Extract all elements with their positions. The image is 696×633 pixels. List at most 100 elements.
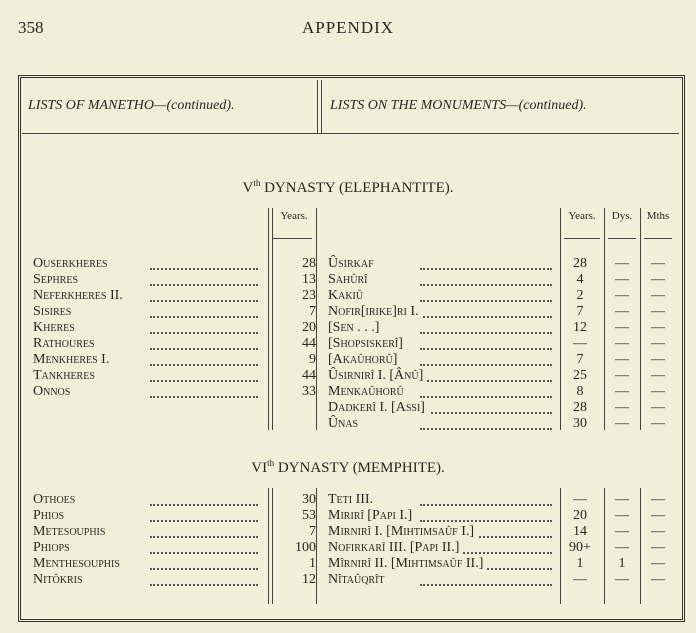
leader-dots (420, 552, 552, 554)
reign-years: 23 (302, 288, 316, 303)
reign-years: 25 (573, 368, 587, 383)
king-name: Sisires (33, 304, 76, 320)
label-rule (272, 238, 312, 239)
reign-years: 30 (573, 416, 587, 431)
reign-days: — (615, 256, 629, 271)
column-rule (640, 208, 641, 430)
leader-dots (150, 380, 258, 382)
leader-dots (420, 284, 552, 286)
column-rule (316, 488, 317, 604)
king-name: Menkaûhorû (328, 384, 408, 400)
king-name: Ûsirkaf (328, 256, 378, 272)
reign-days: 1 (618, 556, 626, 571)
reign-days: — (615, 272, 629, 287)
section-title-text: DYNASTY (MEMPHITE). (277, 460, 445, 476)
column-rule (316, 208, 317, 430)
reign-days: — (615, 416, 629, 431)
king-name: Ûsirnirî I. [Ânû] (328, 368, 428, 384)
leader-dots (420, 412, 552, 414)
reign-years: 9 (309, 352, 316, 367)
reign-months: — (651, 320, 665, 335)
section-sup: th (267, 458, 275, 468)
king-name: Ouserkheres (33, 256, 112, 272)
leader-dots (420, 504, 552, 506)
king-name: Kakiû (328, 288, 368, 304)
king-name: Sephres (33, 272, 83, 288)
reign-days: — (615, 320, 629, 335)
reign-months: — (651, 368, 665, 383)
leader-dots (150, 504, 258, 506)
leader-dots (150, 348, 258, 350)
reign-years: 7 (309, 524, 316, 539)
king-name: Nîtaûqrît (328, 572, 389, 588)
leader-dots (150, 536, 258, 538)
reign-days: — (615, 288, 629, 303)
reign-years: 13 (302, 272, 316, 287)
leader-dots (420, 268, 552, 270)
leader-dots (420, 348, 552, 350)
reign-days: — (615, 384, 629, 399)
leader-dots (420, 520, 552, 522)
column-label: Years. (568, 210, 596, 222)
leader-dots (420, 380, 552, 382)
reign-days: — (615, 336, 629, 351)
section-title-text: DYNASTY (ELEPHANTITE). (264, 180, 454, 196)
reign-years: 28 (302, 256, 316, 271)
column-label: Dys. (611, 210, 633, 222)
column-rule (268, 208, 269, 430)
reign-years: — (573, 572, 587, 587)
reign-years: 28 (573, 256, 587, 271)
king-name: Ûnas (328, 416, 363, 432)
reign-months: — (651, 540, 665, 555)
reign-months: — (651, 572, 665, 587)
reign-months: — (651, 256, 665, 271)
king-name: Menthesouphis (33, 556, 124, 572)
reign-months: — (651, 288, 665, 303)
reign-years: 7 (576, 304, 584, 319)
reign-years: 33 (302, 384, 316, 399)
reign-months: — (651, 400, 665, 415)
reign-days: — (615, 400, 629, 415)
reign-years: 4 (576, 272, 584, 287)
reign-days: — (615, 492, 629, 507)
king-name: Phiops (33, 540, 74, 556)
header-divider (317, 80, 318, 133)
king-name: Rathoures (33, 336, 99, 352)
reign-months: — (651, 352, 665, 367)
reign-months: — (651, 524, 665, 539)
column-label: Years. (280, 210, 308, 222)
reign-years: 12 (302, 572, 316, 587)
king-name: Mîrnirî II. [Mihtimsaûf II.] (328, 556, 488, 572)
king-name: Teti III. (328, 492, 378, 508)
reign-days: — (615, 304, 629, 319)
leader-dots (420, 300, 552, 302)
column-rule (272, 488, 273, 604)
section-title: VIth DYNASTY (MEMPHITE). (0, 458, 696, 477)
label-rule (644, 238, 672, 239)
reign-years: 30 (302, 492, 316, 507)
king-name: Tankheres (33, 368, 99, 384)
reign-months: — (651, 556, 665, 571)
header-rule (22, 133, 679, 134)
king-name: Othoes (33, 492, 80, 508)
reign-years: 7 (576, 352, 584, 367)
page-number: 358 (18, 18, 44, 37)
label-rule (608, 238, 636, 239)
king-name: Neferkheres II. (33, 288, 127, 304)
king-name: Mirirî [Papi I.] (328, 508, 417, 524)
section-title: Vth DYNASTY (ELEPHANTITE). (0, 178, 696, 197)
reign-years: 44 (302, 336, 316, 351)
column-rule (272, 208, 273, 430)
label-rule (564, 238, 600, 239)
column-rule (640, 488, 641, 604)
reign-months: — (651, 384, 665, 399)
column-rule (560, 208, 561, 430)
reign-years: 44 (302, 368, 316, 383)
reign-months: — (651, 508, 665, 523)
section-numeral: V (242, 180, 254, 196)
page-title: APPENDIX (301, 18, 395, 37)
king-name: [Shopsiskerî] (328, 336, 407, 352)
column-rule (604, 488, 605, 604)
king-name: Kheres (33, 320, 79, 336)
